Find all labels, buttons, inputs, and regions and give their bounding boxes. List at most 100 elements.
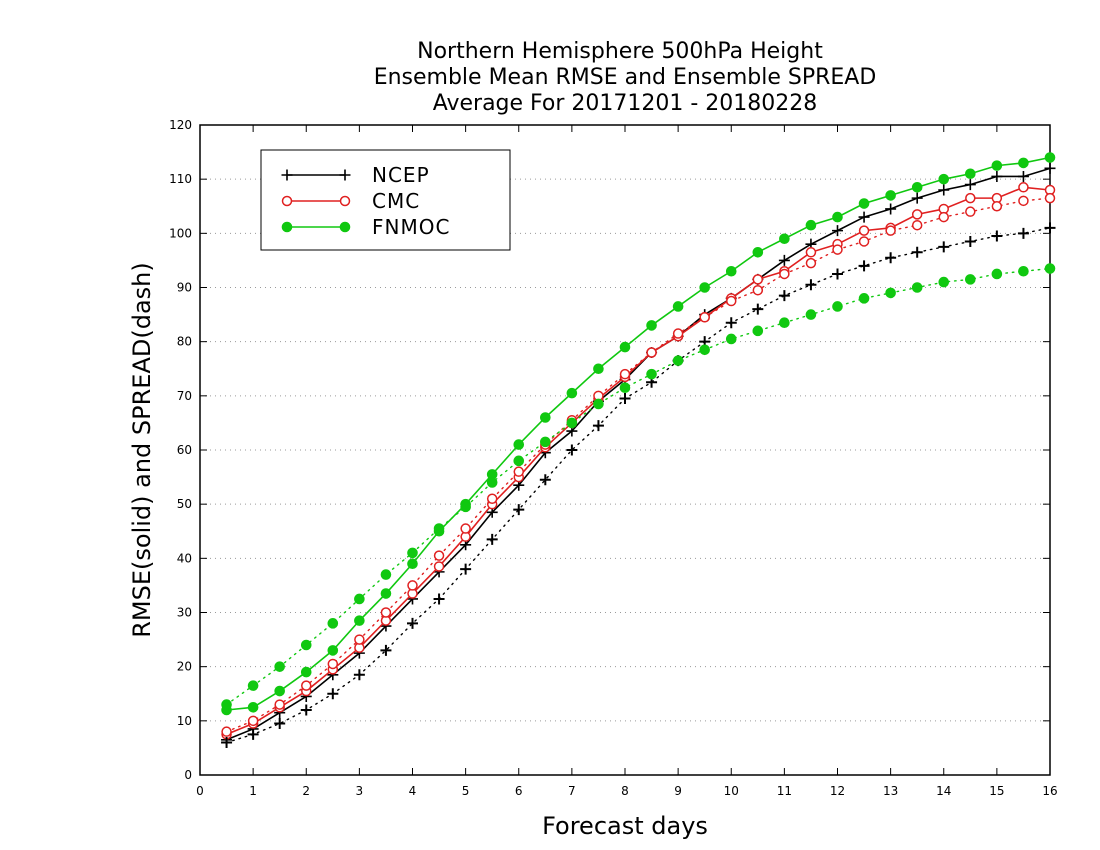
data-point bbox=[592, 420, 604, 432]
data-point bbox=[752, 284, 764, 296]
data-point bbox=[221, 699, 232, 710]
data-point bbox=[1017, 227, 1029, 239]
data-point bbox=[858, 225, 870, 236]
data-point bbox=[513, 439, 525, 450]
data-point bbox=[885, 190, 896, 201]
data-point bbox=[1044, 222, 1056, 234]
data-point bbox=[1018, 182, 1029, 193]
data-point bbox=[460, 523, 471, 534]
data-point bbox=[725, 317, 737, 329]
data-point bbox=[407, 617, 418, 629]
series-cmc-dotted bbox=[221, 192, 1056, 737]
data-point bbox=[991, 160, 1003, 171]
legend-label: FNMOC bbox=[372, 215, 450, 239]
data-point bbox=[885, 252, 897, 264]
data-point bbox=[938, 184, 950, 196]
legend-entry-fnmoc: FNMOC bbox=[281, 215, 450, 239]
data-point bbox=[274, 685, 285, 697]
x-tick-label: 2 bbox=[302, 784, 310, 798]
legend-marker bbox=[339, 169, 351, 181]
data-point bbox=[672, 328, 684, 339]
data-point bbox=[752, 325, 764, 337]
legend-box bbox=[260, 149, 511, 251]
x-tick-label: 4 bbox=[409, 784, 417, 798]
y-tick-label: 30 bbox=[177, 606, 192, 620]
y-tick-label: 120 bbox=[169, 118, 192, 132]
data-point bbox=[247, 680, 259, 691]
data-point bbox=[513, 455, 525, 467]
data-point bbox=[991, 170, 1003, 182]
data-point bbox=[274, 718, 286, 730]
data-point bbox=[699, 282, 710, 293]
data-point bbox=[805, 219, 817, 231]
x-tick-label: 5 bbox=[462, 784, 470, 798]
data-point bbox=[300, 666, 312, 678]
data-point bbox=[885, 287, 896, 299]
data-point bbox=[486, 477, 498, 488]
data-point bbox=[752, 303, 764, 315]
data-point bbox=[885, 203, 897, 215]
data-point bbox=[353, 669, 365, 681]
data-point bbox=[911, 192, 923, 204]
data-point bbox=[858, 236, 870, 247]
data-point bbox=[513, 504, 525, 516]
y-tick-label: 100 bbox=[169, 226, 192, 240]
data-point bbox=[965, 274, 976, 285]
data-point bbox=[354, 634, 365, 645]
data-point bbox=[752, 246, 764, 258]
data-point bbox=[699, 344, 710, 356]
data-point bbox=[911, 181, 923, 193]
y-tick-label: 50 bbox=[177, 497, 192, 511]
data-point bbox=[1018, 157, 1029, 169]
data-point bbox=[327, 658, 339, 670]
data-point bbox=[672, 301, 684, 312]
data-point bbox=[300, 639, 312, 651]
y-tick-label: 60 bbox=[177, 443, 192, 457]
data-point bbox=[646, 347, 657, 358]
data-point bbox=[407, 580, 418, 591]
data-point bbox=[938, 241, 950, 253]
data-point bbox=[805, 309, 817, 320]
data-point bbox=[726, 295, 737, 307]
x-tick-label: 9 bbox=[674, 784, 682, 798]
legend-marker bbox=[281, 169, 293, 181]
data-point bbox=[858, 260, 870, 272]
data-point bbox=[938, 276, 950, 288]
data-point bbox=[619, 341, 631, 353]
data-point bbox=[566, 387, 578, 399]
data-point bbox=[619, 382, 631, 394]
data-point bbox=[1017, 170, 1029, 182]
data-point bbox=[1044, 162, 1056, 174]
data-point bbox=[407, 558, 418, 570]
data-point bbox=[593, 363, 604, 375]
data-point bbox=[805, 257, 817, 269]
data-point bbox=[991, 268, 1003, 280]
data-point bbox=[619, 368, 631, 380]
data-point bbox=[964, 235, 976, 247]
x-tick-label: 8 bbox=[621, 784, 629, 798]
data-point bbox=[752, 274, 764, 285]
data-point bbox=[247, 715, 259, 727]
data-point bbox=[911, 219, 923, 231]
data-point bbox=[539, 474, 551, 486]
chart-title-line-2: Ensemble Mean RMSE and Ensemble SPREAD bbox=[374, 65, 877, 90]
data-point bbox=[911, 246, 923, 258]
data-point bbox=[1044, 152, 1056, 163]
data-point bbox=[566, 417, 578, 429]
data-point bbox=[965, 168, 976, 180]
x-tick-label: 1 bbox=[249, 784, 257, 798]
y-tick-label: 20 bbox=[177, 660, 192, 674]
data-point bbox=[380, 644, 392, 656]
data-point bbox=[540, 436, 551, 448]
data-point bbox=[778, 254, 790, 266]
data-point bbox=[380, 607, 392, 618]
data-point bbox=[540, 412, 551, 423]
x-tick-label: 6 bbox=[515, 784, 523, 798]
y-tick-label: 40 bbox=[177, 551, 192, 565]
data-point bbox=[964, 179, 976, 191]
data-point bbox=[274, 661, 285, 672]
data-point bbox=[1044, 263, 1056, 274]
data-point bbox=[911, 209, 923, 220]
x-axis: 0 1 2 3 4 5 6 7 8 9 10 11 12 13 14 15 16 bbox=[196, 125, 1058, 798]
